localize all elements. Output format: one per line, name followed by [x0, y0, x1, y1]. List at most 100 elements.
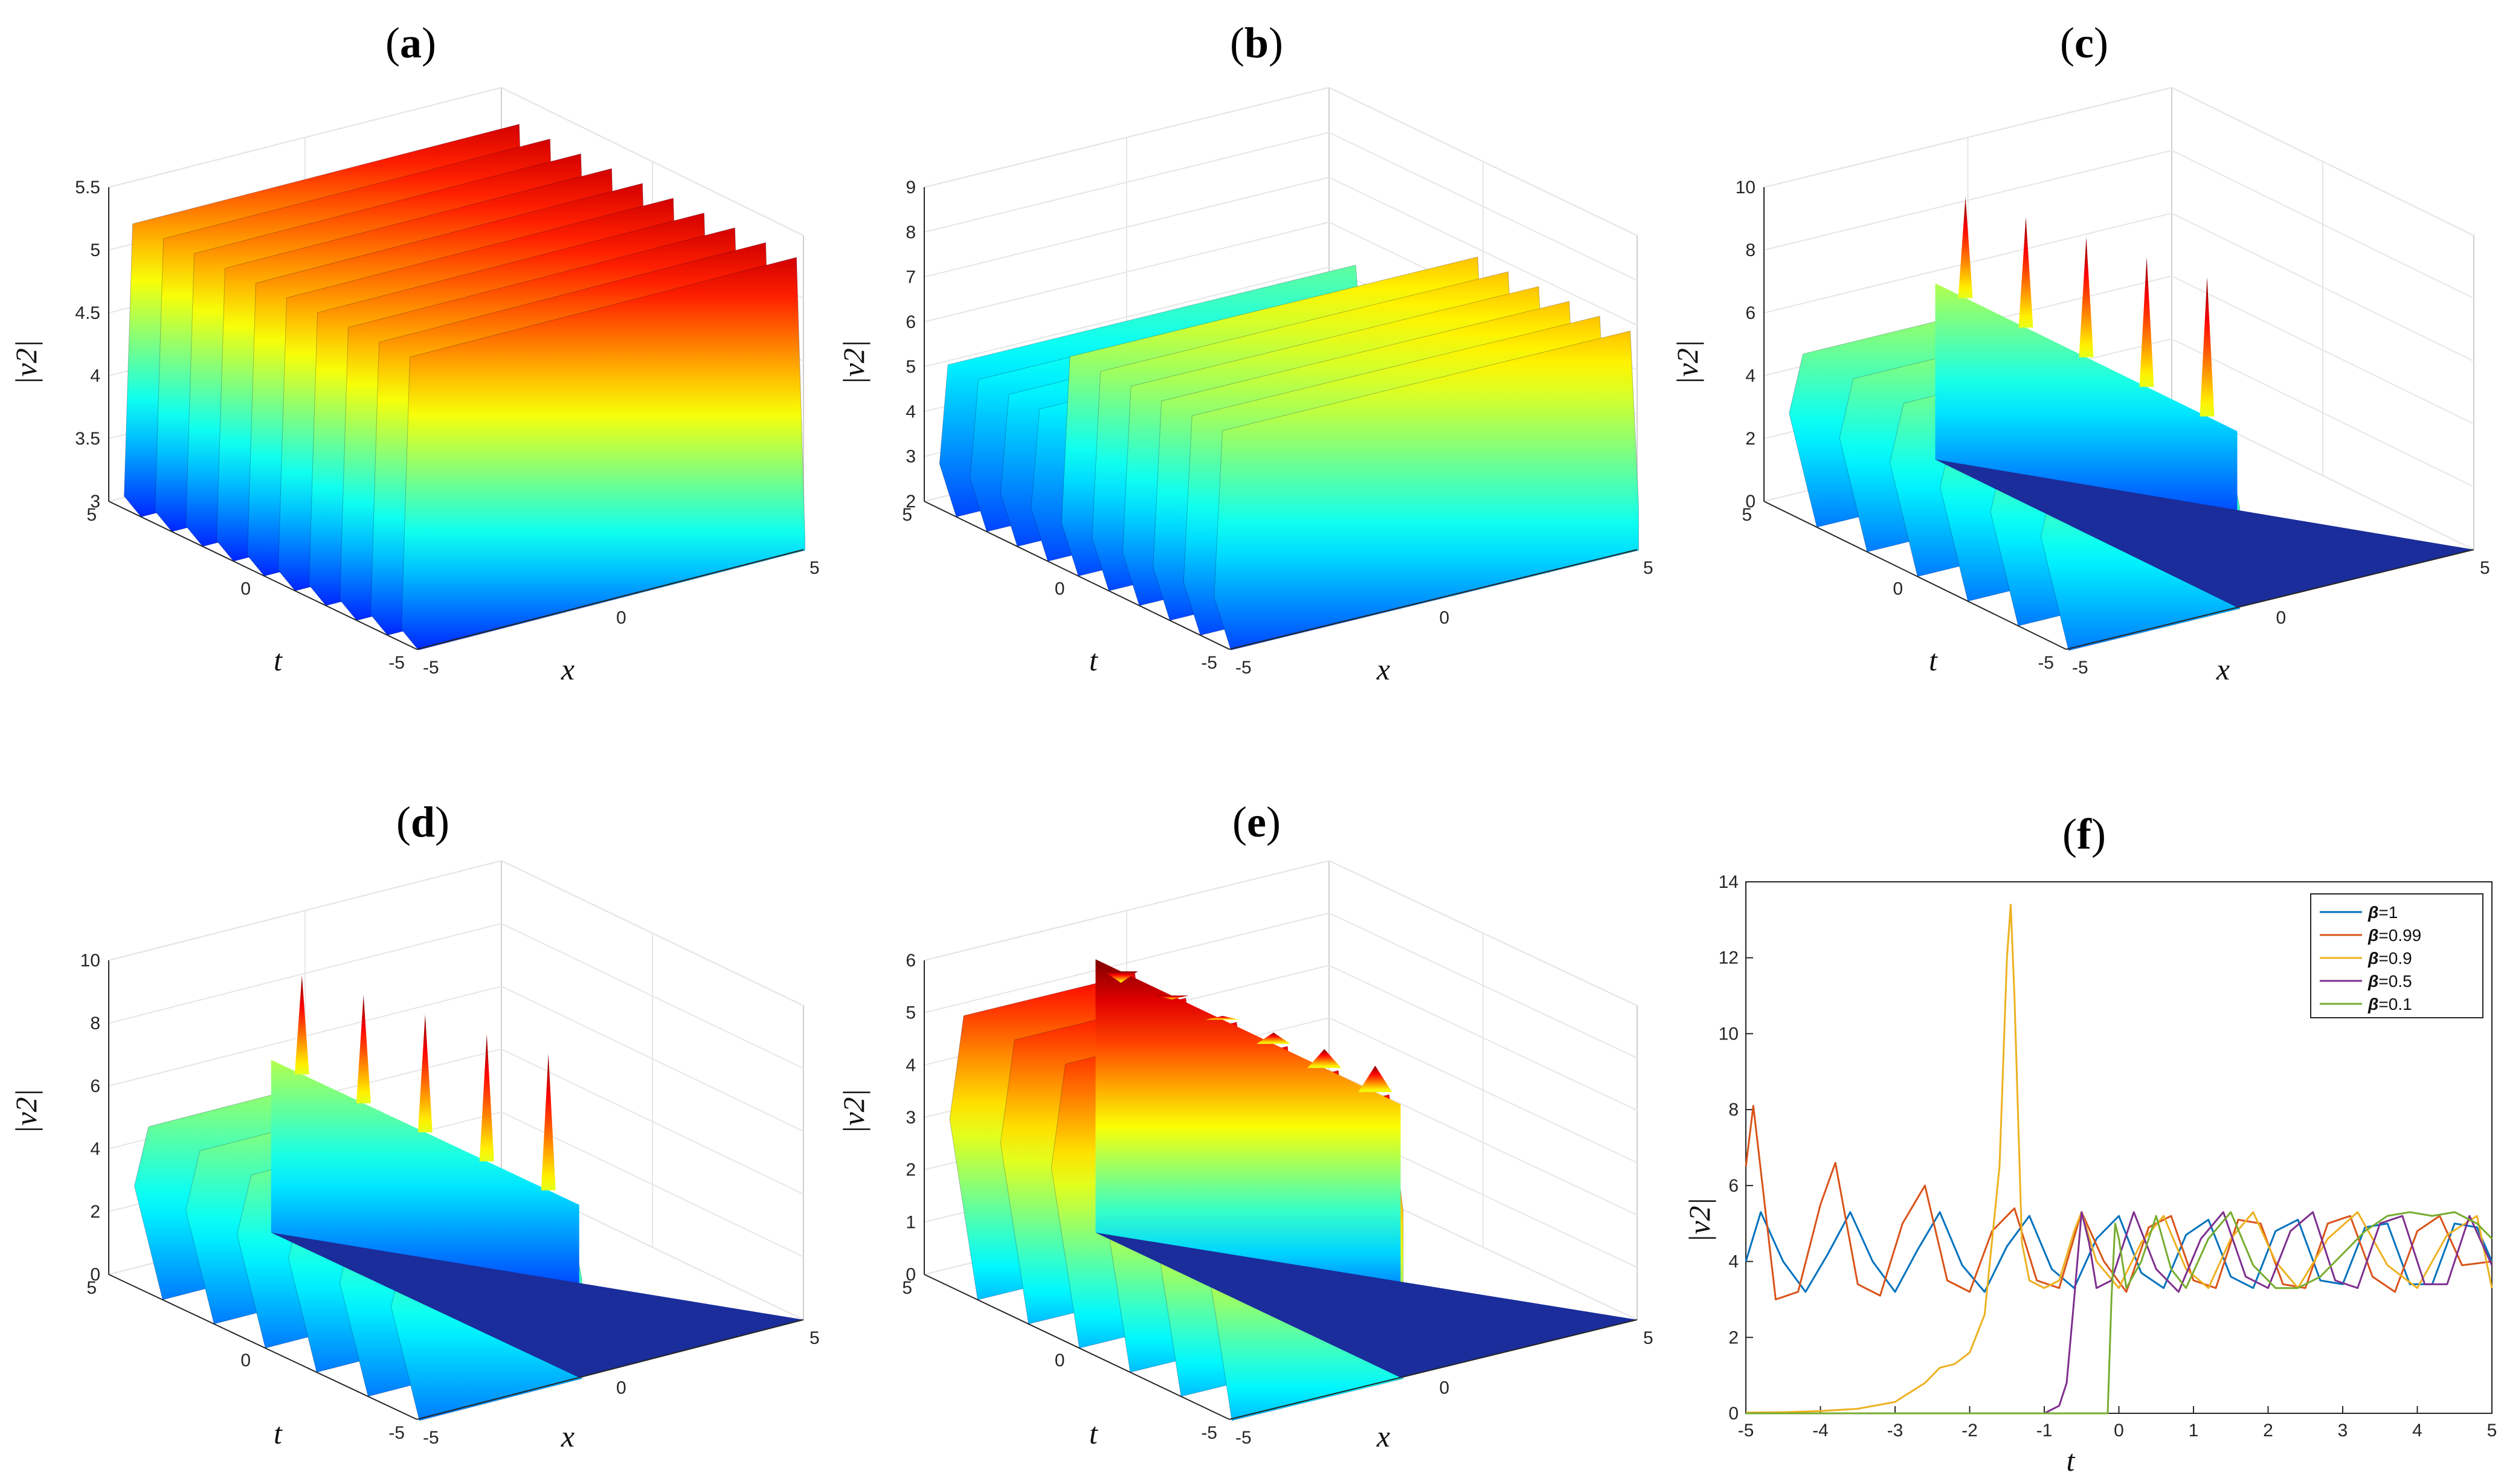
z-axis-label: |v2| — [1670, 340, 1704, 385]
z-tick-label: 5 — [90, 240, 100, 260]
x-axis-line — [416, 549, 804, 650]
x-tick-label: -5 — [1235, 1428, 1252, 1448]
panel-c-title: (c) — [2060, 19, 2108, 67]
z-tick-label: 10 — [1736, 178, 1756, 198]
x-axis-line — [416, 1319, 804, 1420]
t-tick-label: -5 — [388, 653, 405, 673]
x-tick-label: 0 — [1440, 1378, 1450, 1398]
t-axis-label: t — [274, 643, 283, 677]
surface-floor — [1095, 1232, 1637, 1419]
t-axis-line — [108, 501, 417, 650]
x-tick-label: 5 — [2480, 558, 2490, 578]
y-tick-label: 6 — [1728, 1176, 1739, 1196]
z-tick-label: 5 — [906, 357, 916, 377]
panel-b-title: (b) — [1229, 19, 1283, 67]
z-gridline — [108, 86, 804, 236]
z-tick-label: 3 — [906, 1108, 916, 1128]
panel-c: (c) 0 2 4 6 8 10 5 0 -5 -5 0 5 |v2| t x — [1667, 0, 2504, 713]
t-tick-label: 5 — [86, 1278, 97, 1298]
surface-spike — [2079, 237, 2094, 358]
z-axis-label: |v2| — [837, 1089, 871, 1134]
z-gridline — [108, 922, 804, 1069]
z-tick-label: 0 — [90, 1265, 100, 1285]
z-tick-label: 4.5 — [75, 303, 100, 323]
surface-spike — [1958, 197, 1973, 298]
t-tick-label: -5 — [1201, 1423, 1217, 1443]
x-tick-label: 0 — [616, 608, 626, 628]
x-tick-label: -5 — [1235, 658, 1252, 678]
x-tick-label: 0 — [2114, 1421, 2124, 1441]
surface-group — [949, 959, 1637, 1421]
x-axis-label: x — [2216, 652, 2230, 686]
z-tick-label: 4 — [906, 402, 916, 422]
surface-spike — [2018, 217, 2033, 328]
t-tick-label: 5 — [902, 505, 912, 525]
y-tick-label: 14 — [1719, 872, 1739, 892]
t-tick-label: -5 — [388, 1423, 405, 1443]
t-axis-line — [924, 501, 1230, 650]
z-axis-label: |v2| — [837, 340, 871, 385]
t-axis-line — [924, 1274, 1230, 1420]
t-axis-label: t — [1929, 643, 1938, 677]
z-tick-label: 10 — [80, 951, 100, 971]
surface-spike — [1154, 995, 1189, 1000]
z-tick-label: 9 — [906, 178, 916, 198]
panel-e: (e) 0 1 2 3 4 5 6 5 0 -5 -5 0 5 |v2| t x — [834, 773, 1667, 1484]
z-tick-label: 3.5 — [75, 429, 100, 449]
x-tick-label: 5 — [1643, 558, 1653, 578]
x-tick-label: -1 — [2036, 1421, 2053, 1441]
x-tick-label: 0 — [1440, 608, 1450, 628]
panel-f: (f) -5 -4 -3 -2 -1 0 1 2 3 4 5 0 2 4 6 8 10 12 14 β=1 β=0.99… — [1667, 773, 2504, 1484]
z-tick-label: 4 — [90, 366, 100, 386]
surface-ridge — [1214, 330, 1640, 650]
z-tick-label: 2 — [906, 1160, 916, 1180]
legend-entry-1: β=0.99 — [2367, 926, 2421, 945]
z-tick-label: 6 — [906, 312, 916, 332]
surface-spike — [479, 1034, 494, 1161]
x-tick-label: -5 — [1738, 1421, 1754, 1441]
x-tick-label: -3 — [1887, 1421, 1904, 1441]
panel-d: (d) 0 2 4 6 8 10 5 0 -5 -5 0 5 |v2| t x — [0, 773, 834, 1484]
z-gridline — [924, 86, 1638, 236]
z-tick-label: 3 — [90, 492, 100, 512]
panel-a-title: (a) — [385, 19, 436, 67]
series-line-4 — [1746, 1211, 2493, 1415]
z-tick-label: 2 — [906, 492, 916, 512]
surface-spike — [541, 1053, 556, 1190]
x-axis-line — [1229, 549, 1638, 650]
z-tick-label: 2 — [90, 1202, 100, 1222]
z-tick-label: 2 — [1745, 429, 1756, 449]
z-tick-label: 8 — [1745, 240, 1756, 260]
x-tick-label: 5 — [1643, 1328, 1653, 1348]
x-axis-label: x — [1376, 1419, 1390, 1453]
x-axis-label: x — [561, 652, 575, 686]
t-tick-label: -5 — [1201, 653, 1217, 673]
x-tick-label: -4 — [1812, 1421, 1829, 1441]
t-tick-label: 5 — [1742, 505, 1752, 525]
t-tick-label: 5 — [902, 1278, 912, 1298]
z-tick-label: 5.5 — [75, 178, 100, 198]
t-tick-label: 5 — [86, 505, 97, 525]
z-tick-label: 6 — [1745, 303, 1756, 323]
y-tick-label: 2 — [1728, 1328, 1739, 1347]
panel-d-title: (d) — [396, 798, 449, 846]
t-axis-label: t — [1089, 643, 1098, 677]
series-line-2 — [1745, 904, 2493, 1414]
x-tick-label: -2 — [1962, 1421, 1978, 1441]
x-tick-label: 1 — [2189, 1421, 2199, 1441]
surface-spike — [2139, 257, 2154, 387]
surface-group — [123, 123, 806, 650]
z-gridline — [108, 859, 804, 1006]
z-tick-label: 1 — [906, 1212, 916, 1232]
z-axis-label: |v2| — [9, 340, 43, 385]
legend-entry-4: β=0.1 — [2367, 995, 2412, 1013]
surface-group — [1789, 197, 2474, 651]
t-axis-label: t — [274, 1416, 283, 1450]
t-tick-label: 0 — [1055, 1351, 1065, 1370]
t-axis-line — [108, 1274, 417, 1420]
z-tick-label: 6 — [906, 951, 916, 971]
z-gridline — [924, 176, 1638, 326]
surface-spike — [1307, 1049, 1342, 1068]
